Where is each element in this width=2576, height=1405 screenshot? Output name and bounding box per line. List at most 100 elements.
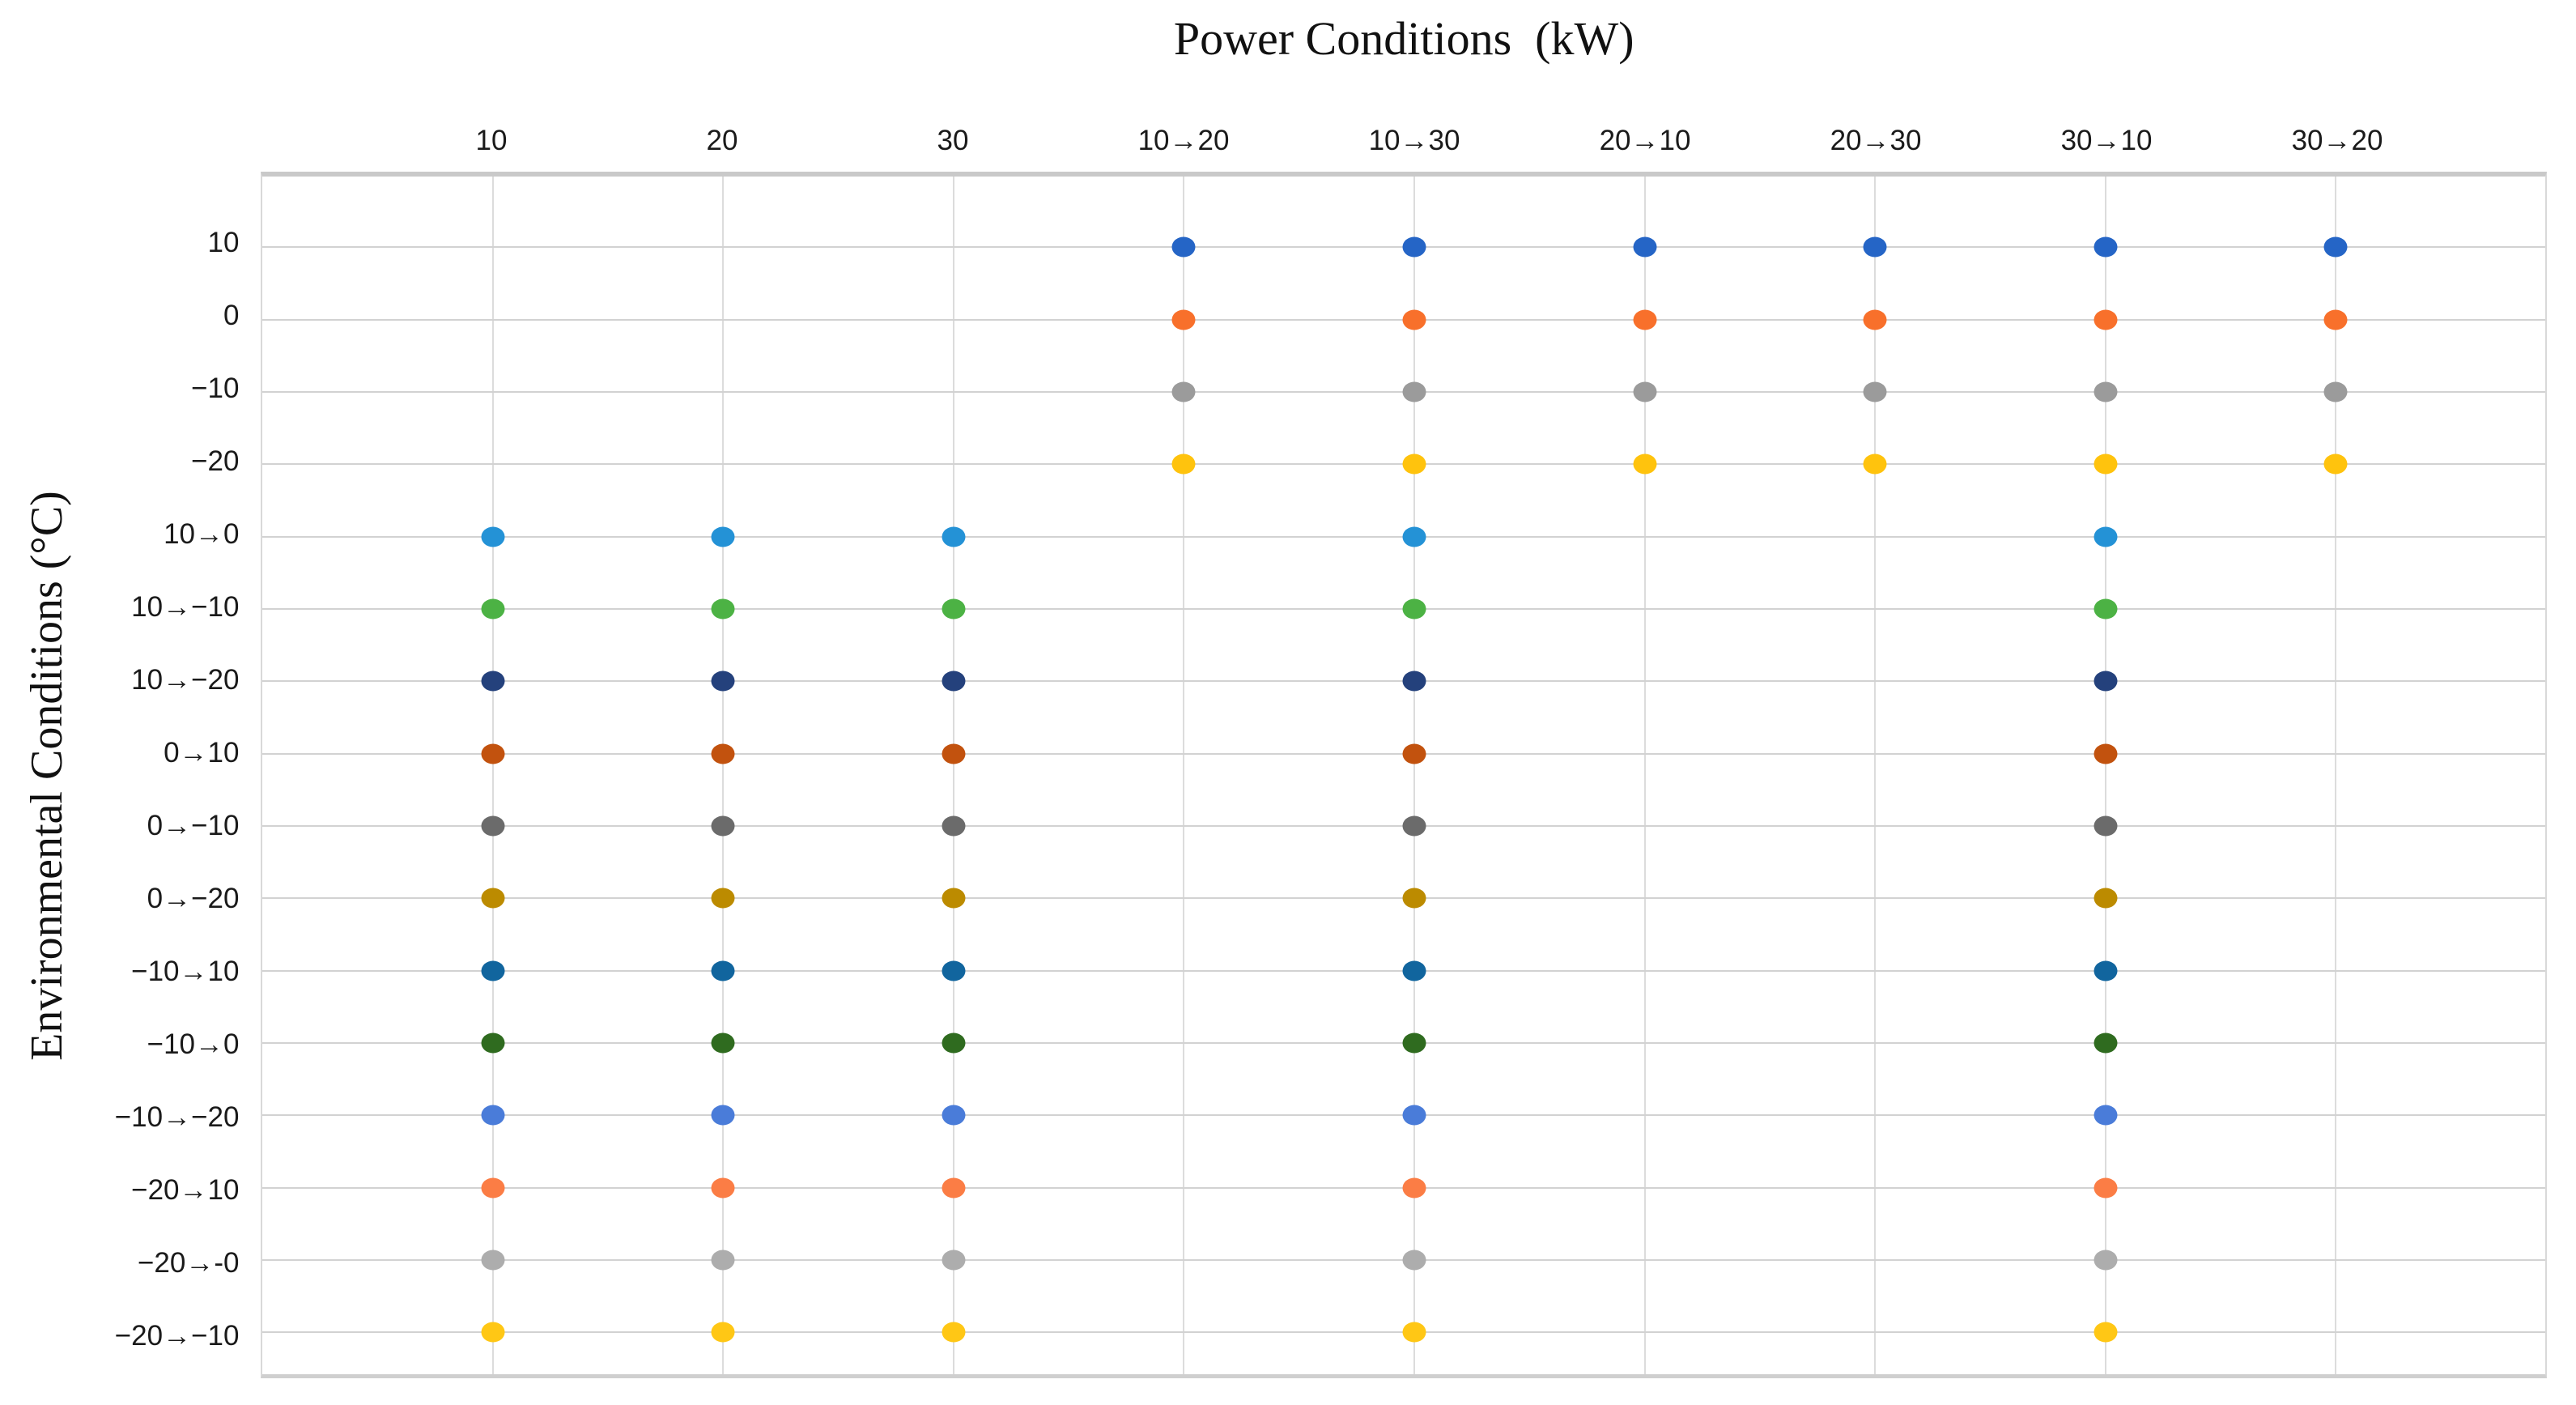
data-point [1402,1322,1426,1343]
y-tick-label: −10→0 [147,1028,240,1061]
data-point [1633,236,1657,258]
data-point [2094,453,2118,475]
x-tick-label: 10 [475,125,508,157]
data-point [2094,1105,2118,1126]
x-tick-label: 30 [937,125,969,157]
data-point [1863,381,1887,402]
data-point [481,1322,505,1343]
data-point [1402,960,1426,981]
x-tick-label: 20→10 [1599,125,1691,157]
data-point [1402,743,1426,764]
x-tick-label: 20→30 [1830,125,1922,157]
y-tick-label: −20 [191,445,240,478]
data-point [2094,1177,2118,1199]
data-point [1402,381,1426,402]
data-point [711,671,735,692]
y-tick-label: −20→10 [131,1174,240,1207]
data-point [481,1177,505,1199]
data-point [942,1105,966,1126]
data-point [711,815,735,837]
data-point [1402,671,1426,692]
data-point [1633,309,1657,330]
y-tick-label: 0 [223,300,240,332]
y-tick-label: −10→−20 [114,1101,240,1134]
data-point [711,888,735,909]
data-point [2094,1250,2118,1271]
plot-area [261,172,2548,1379]
data-point [1863,236,1887,258]
data-point [942,960,966,981]
y-tick-label: −10→10 [131,956,240,988]
data-point [1402,1032,1426,1054]
data-point [942,1177,966,1199]
data-point [942,1250,966,1271]
data-point [481,743,505,764]
data-point [1402,526,1426,547]
data-point [481,888,505,909]
data-point [481,671,505,692]
data-point [942,888,966,909]
data-point [2094,815,2118,837]
data-point [1402,236,1426,258]
vertical-gridline [722,177,725,1375]
y-tick-label: −10 [191,373,240,405]
vertical-gridline [491,177,494,1375]
y-tick-label: 10→−20 [131,664,240,696]
y-tick-label: 10 [207,227,240,259]
x-tick-label: 10→30 [1368,125,1460,157]
y-tick-label: 0→−10 [147,810,240,842]
data-point [1863,309,1887,330]
data-point [1863,453,1887,475]
data-point [2094,381,2118,402]
x-tick-label: 10→20 [1137,125,1230,157]
data-point [942,815,966,837]
data-point [2323,381,2348,402]
data-point [942,671,966,692]
data-point [2094,671,2118,692]
vertical-gridline [952,177,954,1375]
data-point [1402,815,1426,837]
y-tick-label: 10→−10 [131,591,240,624]
vertical-gridline [2335,177,2337,1375]
data-point [942,1032,966,1054]
data-point [481,960,505,981]
data-point [1402,1105,1426,1126]
data-point [2094,236,2118,258]
data-point [1171,381,1196,402]
data-point [711,1032,735,1054]
data-point [2094,1322,2118,1343]
data-point [2094,960,2118,981]
data-point [481,815,505,837]
y-tick-label: 10→0 [164,518,240,551]
data-point [1171,309,1196,330]
y-tick-label: −20→-0 [137,1247,240,1279]
data-point [481,526,505,547]
data-point [711,1177,735,1199]
vertical-gridline [1874,177,1877,1375]
data-point [1171,453,1196,475]
data-point [1633,453,1657,475]
data-point [711,526,735,547]
data-point [1402,598,1426,619]
x-tick-label: 20 [706,125,738,157]
data-point [481,1250,505,1271]
y-axis-tick-labels: 10 0 −10 −20 10→0 10→−10 10→−20 0→10 0→−10 0→−20 −… [0,172,247,1378]
vertical-gridline [1643,177,1646,1375]
data-point [711,960,735,981]
data-point [1402,309,1426,330]
data-point [2094,1032,2118,1054]
x-axis-tick-labels: 10 20 30 10→20 10→30 20→10 20→30 30→10 30→20 [261,114,2547,169]
data-point [942,526,966,547]
data-point [942,1322,966,1343]
data-point [481,598,505,619]
data-point [2323,309,2348,330]
data-point [1402,1250,1426,1271]
vertical-gridline [2104,177,2106,1375]
data-point [2094,743,2118,764]
data-point [1171,236,1196,258]
vertical-gridline [1413,177,1415,1375]
data-point [2323,453,2348,475]
data-point [2094,888,2118,909]
chart-title: Power Conditions (kW) [1173,12,1634,65]
